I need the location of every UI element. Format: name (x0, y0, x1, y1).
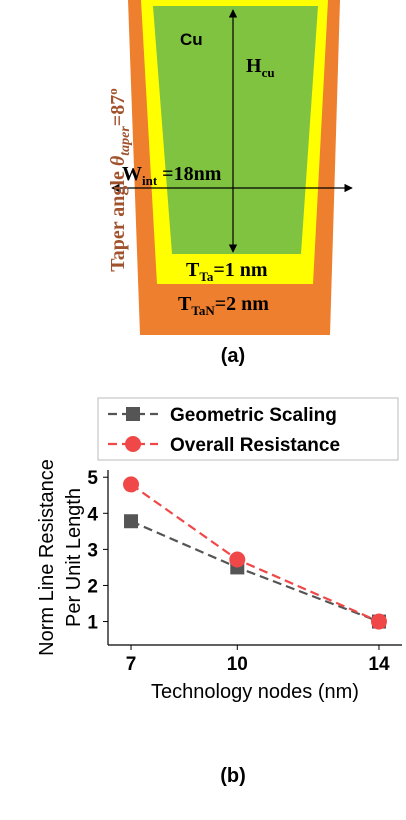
y-tick-label: 1 (87, 613, 98, 634)
y-tick-label: 4 (87, 504, 98, 525)
series-line (130, 520, 380, 623)
y-tick-label: 5 (87, 468, 98, 489)
taper-sub: taper (118, 126, 133, 156)
taper-label: Taper angle θtaper=87o (105, 88, 133, 271)
taper-rest: =87 (107, 95, 129, 126)
taper-main: Taper angle (107, 166, 129, 272)
t-tan-sub: TaN (191, 303, 215, 318)
x-axis-label: Technology nodes (nm) (151, 681, 359, 703)
taper-sup: o (105, 88, 120, 95)
w-label: Wint =18nm (122, 163, 222, 188)
t-tan-main: T (178, 293, 192, 315)
t-tan-label: TTaN=2 nm (178, 293, 269, 318)
t-tan-rest: =2 nm (215, 293, 270, 315)
legend-marker (125, 436, 141, 452)
chart: 1 2 3 4 5 7 10 14 Technology nodes (nm) Norm Line… (36, 397, 402, 787)
t-ta-main: T (186, 259, 200, 281)
h-sub: cu (262, 65, 275, 80)
series-line (130, 483, 380, 623)
w-main: W (122, 163, 142, 185)
cu-core (153, 6, 318, 254)
y-tick-label: 3 (87, 540, 98, 561)
x-tick-label: 14 (368, 654, 390, 675)
w-sub: int (142, 173, 158, 188)
y-axis-label: Per Unit Length (63, 488, 85, 627)
taper-symbol: θ (107, 155, 129, 166)
data-point (229, 551, 246, 568)
data-point (123, 476, 140, 493)
panel-label: (b) (220, 765, 246, 787)
cu-label: Cu (180, 30, 203, 49)
panel-label: (a) (221, 345, 245, 367)
data-point (370, 613, 387, 630)
legend-label: Overall Resistance (170, 435, 340, 456)
y-tick-label: 2 (87, 576, 98, 597)
x-tick-label: 10 (227, 654, 248, 675)
diagram: Cu Hcu Wint =18nm TTa=1 nm TTaN=2 nm Tap… (105, 0, 353, 367)
h-main: H (246, 55, 262, 77)
legend-box (97, 397, 399, 461)
t-ta-label: TTa=1 nm (186, 259, 268, 284)
t-ta-rest: =1 nm (213, 259, 268, 281)
data-point (124, 514, 139, 529)
x-tick-label: 7 (126, 654, 137, 675)
w-rest: =18nm (157, 163, 222, 185)
h-label: Hcu (246, 55, 275, 80)
t-ta-sub: Ta (199, 269, 213, 284)
legend-label: Geometric Scaling (170, 405, 337, 426)
legend-marker (126, 407, 140, 421)
y-axis-label: Norm Line Resistance (36, 459, 58, 656)
